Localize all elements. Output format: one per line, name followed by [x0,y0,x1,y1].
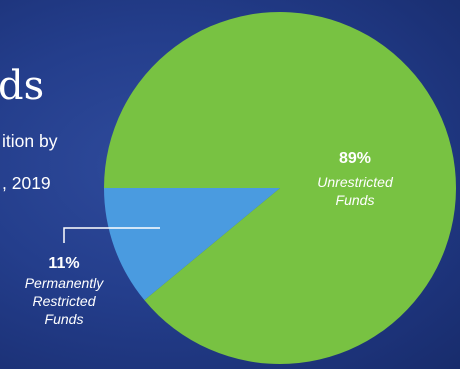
slice-leader-line [63,227,160,243]
slice-label-unrestricted-line-1: Unrestricted [317,174,394,190]
pie-slice-unrestricted [104,12,456,365]
subtitle-line-2: , 2019 [2,173,51,193]
page-title: ds [0,63,45,109]
pie-slice-permanently-restricted [104,188,280,301]
slice-value-label-unrestricted: 89% [339,150,371,167]
slice-label-permanently-restricted-line-2: Restricted [32,293,96,309]
subtitle-line-1: ition by [2,131,58,151]
slice-value-label-permanently-restricted: 11% [48,255,79,272]
slice-label-permanently-restricted-line-3: Funds [45,311,84,327]
slice-label-permanently-restricted-line-1: Permanently [25,275,105,291]
slice-label-unrestricted-line-2: Funds [336,192,375,208]
